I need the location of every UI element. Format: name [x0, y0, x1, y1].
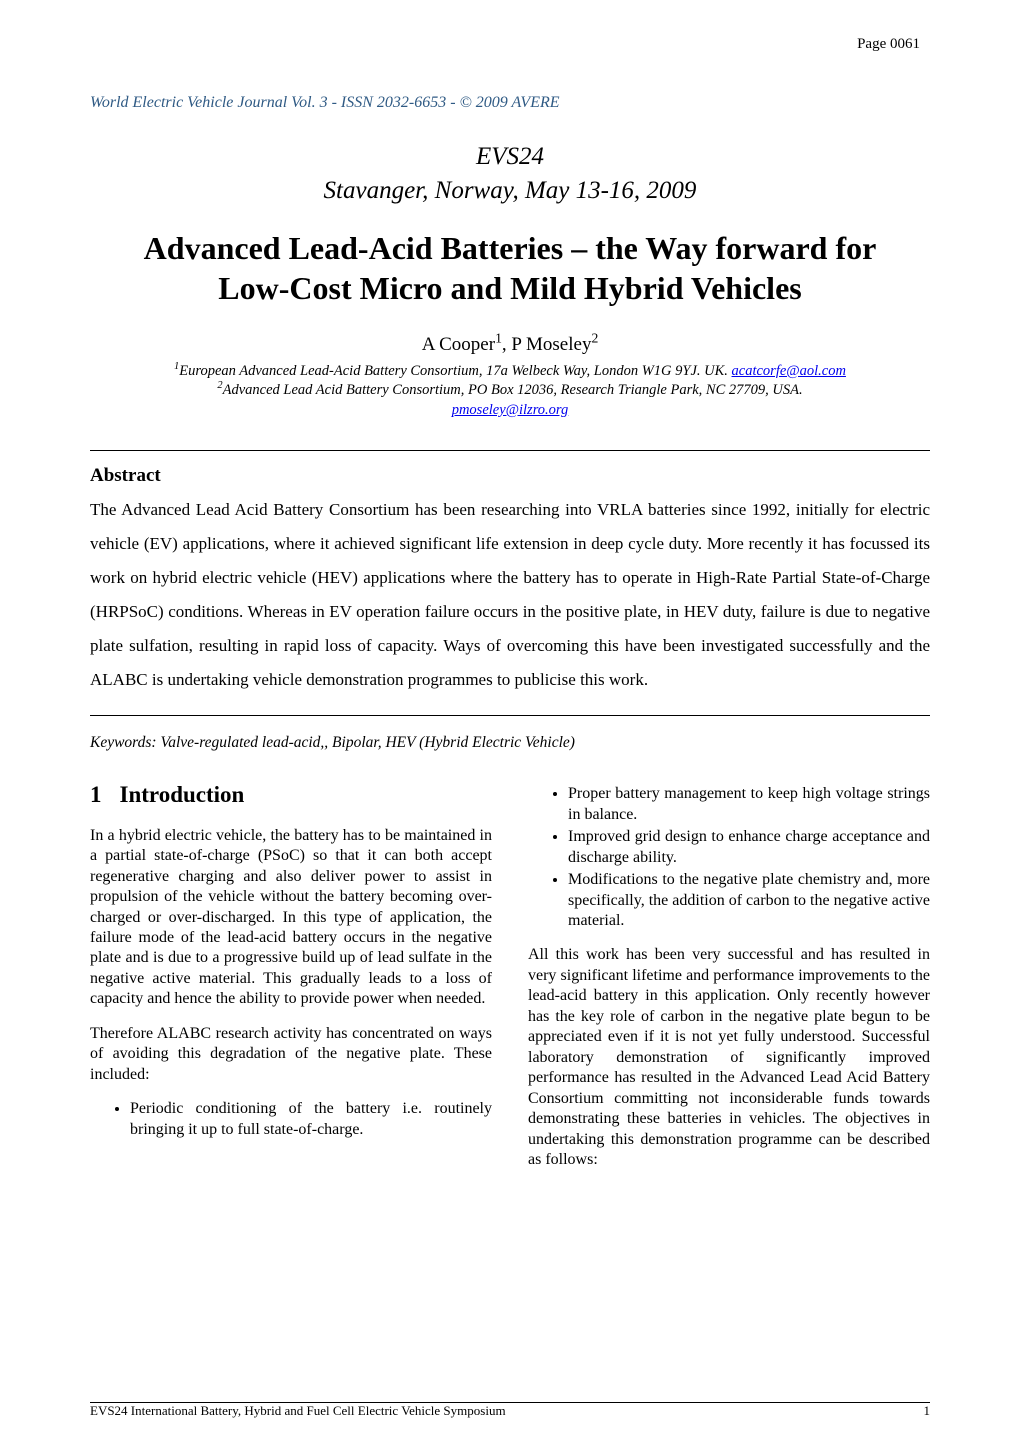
- intro-para-2: Therefore ALABC research activity has co…: [90, 1024, 492, 1085]
- page-number: Page 0061: [857, 36, 920, 53]
- page-root: Page 0061 World Electric Vehicle Journal…: [0, 0, 1020, 1441]
- left-bullet-list: Periodic conditioning of the battery i.e…: [90, 1099, 492, 1140]
- affil-1-text: European Advanced Lead-Acid Battery Cons…: [179, 363, 731, 379]
- title-line1: Advanced Lead-Acid Batteries – the Way f…: [144, 230, 877, 266]
- rule-top: [90, 450, 930, 451]
- footer-right-pagenum: 1: [924, 1403, 931, 1419]
- footer-left: EVS24 International Battery, Hybrid and …: [90, 1403, 506, 1419]
- list-item: Modifications to the negative plate chem…: [568, 870, 930, 931]
- list-item: Proper battery management to keep high v…: [568, 784, 930, 825]
- list-item: Improved grid design to enhance charge a…: [568, 827, 930, 868]
- affil-2-email-link[interactable]: pmoseley@ilzro.org: [452, 402, 569, 418]
- title-line2: Low-Cost Micro and Mild Hybrid Vehicles: [218, 270, 801, 306]
- author-sep: ,: [502, 334, 512, 355]
- author-2-sup: 2: [591, 330, 598, 345]
- affil-1-email-link[interactable]: acatcorfe@aol.com: [732, 363, 846, 379]
- section-1-number: 1: [90, 782, 102, 807]
- intro-para-1: In a hybrid electric vehicle, the batter…: [90, 826, 492, 1010]
- section-1-title: Introduction: [120, 782, 245, 807]
- abstract-heading: Abstract: [90, 465, 930, 487]
- author-1-sup: 1: [495, 330, 502, 345]
- two-column-body: 1 Introduction In a hybrid electric vehic…: [90, 780, 930, 1184]
- author-1-name: A Cooper: [422, 334, 495, 355]
- conference-long: Stavanger, Norway, May 13-16, 2009: [324, 177, 697, 204]
- authors: A Cooper1, P Moseley2: [90, 334, 930, 356]
- affil-2-text: Advanced Lead Acid Battery Consortium, P…: [223, 382, 803, 398]
- right-para-1: All this work has been very successful a…: [528, 945, 930, 1170]
- affiliations: 1European Advanced Lead-Acid Battery Con…: [90, 362, 930, 421]
- abstract-body: The Advanced Lead Acid Battery Consortiu…: [90, 493, 930, 697]
- list-item: Periodic conditioning of the battery i.e…: [130, 1099, 492, 1140]
- page-footer: EVS24 International Battery, Hybrid and …: [90, 1402, 930, 1419]
- section-1-heading: 1 Introduction: [90, 780, 492, 809]
- conference-block: EVS24 Stavanger, Norway, May 13-16, 2009: [90, 140, 930, 208]
- keywords: Keywords: Valve-regulated lead-acid,, Bi…: [90, 734, 930, 752]
- author-2-name: P Moseley: [511, 334, 591, 355]
- rule-bottom: [90, 715, 930, 716]
- paper-title: Advanced Lead-Acid Batteries – the Way f…: [90, 228, 930, 308]
- right-bullet-list: Proper battery management to keep high v…: [528, 784, 930, 931]
- conference-short: EVS24: [476, 143, 544, 170]
- journal-header: World Electric Vehicle Journal Vol. 3 - …: [90, 94, 930, 112]
